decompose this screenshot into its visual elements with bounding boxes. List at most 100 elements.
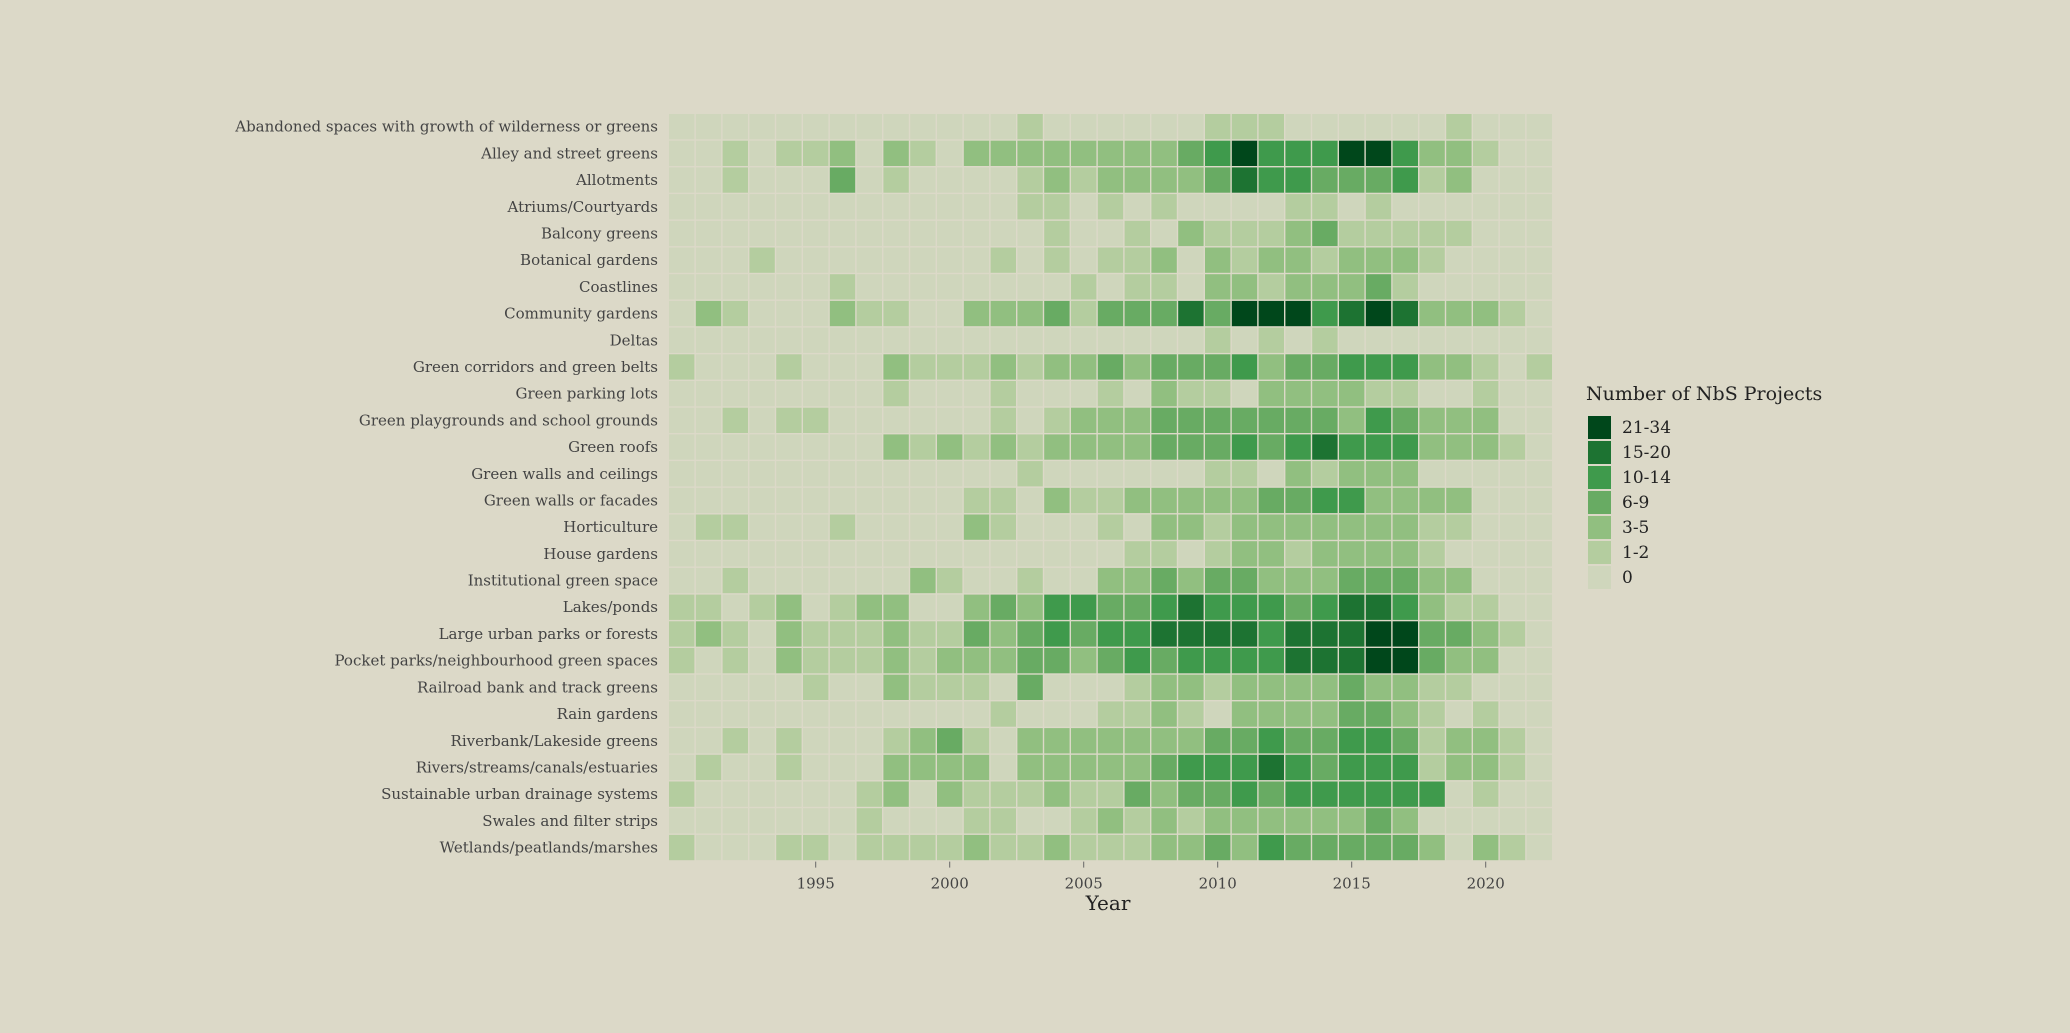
heatmap-cell bbox=[1124, 114, 1150, 140]
heatmap-cell bbox=[883, 728, 909, 754]
heatmap-cell bbox=[1151, 674, 1177, 700]
heatmap-cell bbox=[1097, 781, 1124, 807]
heatmap-cell bbox=[776, 300, 802, 327]
heatmap-cell bbox=[1365, 808, 1392, 834]
heatmap-cell bbox=[1124, 167, 1150, 193]
heatmap-cell bbox=[856, 754, 882, 781]
heatmap-cell bbox=[695, 541, 722, 567]
heatmap-cell bbox=[1312, 354, 1338, 380]
heatmap-cell bbox=[1419, 567, 1445, 594]
heatmap-cell bbox=[1365, 487, 1392, 514]
heatmap-cell bbox=[1258, 487, 1284, 514]
heatmap-cell bbox=[1231, 701, 1258, 727]
heatmap-cell bbox=[695, 621, 722, 647]
heatmap-cell bbox=[1231, 220, 1258, 247]
heatmap-cell bbox=[1044, 728, 1070, 754]
heatmap-cell bbox=[990, 114, 1016, 140]
y-tick-label: Institutional green space bbox=[468, 572, 658, 590]
heatmap-cell bbox=[1044, 327, 1070, 353]
heatmap-cell bbox=[695, 167, 722, 193]
heatmap-cell bbox=[1231, 274, 1258, 300]
heatmap-cell bbox=[749, 247, 775, 273]
heatmap-cell bbox=[1473, 220, 1499, 247]
heatmap-cell bbox=[1446, 701, 1472, 727]
heatmap-cell bbox=[776, 407, 802, 433]
heatmap-cell bbox=[669, 300, 695, 327]
heatmap-cell bbox=[1178, 487, 1204, 514]
heatmap-cell bbox=[1339, 674, 1365, 700]
heatmap-cell bbox=[1365, 381, 1392, 407]
y-tick-label: Deltas bbox=[610, 331, 658, 349]
heatmap-cell bbox=[1446, 194, 1472, 220]
heatmap-cell bbox=[722, 300, 748, 327]
heatmap-cell bbox=[883, 407, 909, 433]
heatmap-cell bbox=[1178, 541, 1204, 567]
heatmap-cell bbox=[1044, 194, 1070, 220]
heatmap-cell bbox=[1339, 167, 1365, 193]
heatmap-cell bbox=[1044, 461, 1070, 487]
heatmap-cell bbox=[1178, 407, 1204, 433]
heatmap-cell bbox=[1231, 728, 1258, 754]
heatmap-cell bbox=[910, 754, 936, 781]
heatmap-cell bbox=[1258, 434, 1284, 460]
heatmap-cell bbox=[1365, 354, 1392, 380]
heatmap-cell bbox=[1419, 194, 1445, 220]
heatmap-cell bbox=[829, 487, 856, 514]
heatmap-cell bbox=[910, 274, 936, 300]
heatmap-cell bbox=[883, 220, 909, 247]
heatmap-cell bbox=[1392, 300, 1418, 327]
heatmap-cell bbox=[1231, 808, 1258, 834]
heatmap-cell bbox=[990, 701, 1016, 727]
heatmap-cell bbox=[1499, 808, 1526, 834]
legend-swatch bbox=[1588, 541, 1611, 564]
heatmap-cell bbox=[1071, 754, 1097, 781]
heatmap-cell bbox=[1258, 594, 1284, 620]
heatmap-cell bbox=[1071, 648, 1097, 674]
heatmap-cell bbox=[1097, 728, 1124, 754]
heatmap-cell bbox=[1339, 140, 1365, 166]
heatmap-cell bbox=[1017, 594, 1043, 620]
heatmap-cell bbox=[1151, 461, 1177, 487]
heatmap-cell bbox=[803, 621, 829, 647]
heatmap-cell bbox=[910, 140, 936, 166]
heatmap-cell bbox=[1419, 167, 1445, 193]
heatmap-cell bbox=[1339, 461, 1365, 487]
heatmap-cell bbox=[1205, 114, 1231, 140]
heatmap-cell bbox=[1044, 434, 1070, 460]
heatmap-cell bbox=[1473, 567, 1499, 594]
heatmap-cell bbox=[1499, 434, 1526, 460]
heatmap-cell bbox=[910, 487, 936, 514]
heatmap-cell bbox=[1339, 514, 1365, 540]
heatmap-cell bbox=[695, 300, 722, 327]
heatmap-cell bbox=[990, 728, 1016, 754]
y-axis-labels: Abandoned spaces with growth of wilderne… bbox=[234, 118, 658, 857]
heatmap-cell bbox=[1526, 300, 1552, 327]
heatmap-cell bbox=[1365, 701, 1392, 727]
legend-label: 6-9 bbox=[1622, 493, 1649, 513]
heatmap-cell bbox=[669, 621, 695, 647]
heatmap-cell bbox=[910, 674, 936, 700]
heatmap-cell bbox=[722, 167, 748, 193]
heatmap-cell bbox=[722, 247, 748, 273]
heatmap-cell bbox=[829, 194, 856, 220]
heatmap-cell bbox=[883, 621, 909, 647]
heatmap-cell bbox=[1071, 220, 1097, 247]
heatmap-cell bbox=[1017, 701, 1043, 727]
heatmap-cell bbox=[1446, 754, 1472, 781]
heatmap-cell bbox=[1124, 514, 1150, 540]
heatmap-cell bbox=[1312, 621, 1338, 647]
heatmap-cell bbox=[910, 514, 936, 540]
heatmap-cell bbox=[1017, 300, 1043, 327]
heatmap-cell bbox=[883, 567, 909, 594]
heatmap-cell bbox=[722, 381, 748, 407]
heatmap-cell bbox=[1446, 461, 1472, 487]
heatmap-cell bbox=[829, 434, 856, 460]
heatmap-cell bbox=[963, 567, 990, 594]
heatmap-cell bbox=[1419, 300, 1445, 327]
heatmap-cell bbox=[1151, 114, 1177, 140]
heatmap-cell bbox=[1473, 381, 1499, 407]
heatmap-cell bbox=[1365, 194, 1392, 220]
heatmap-cell bbox=[1392, 781, 1418, 807]
heatmap-cell bbox=[829, 247, 856, 273]
heatmap-cell bbox=[1419, 247, 1445, 273]
